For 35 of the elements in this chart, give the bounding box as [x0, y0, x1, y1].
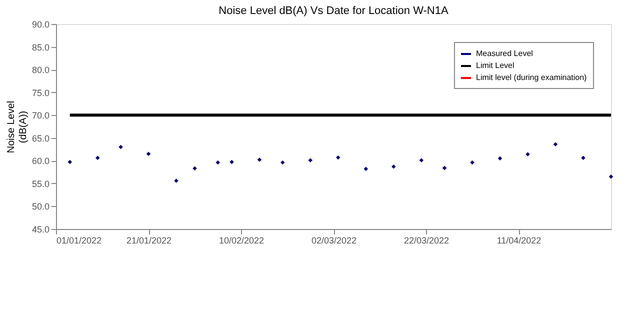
- legend-label: Limit Level: [476, 61, 514, 70]
- point: [608, 174, 614, 179]
- y-tick-label: 55.0: [32, 178, 50, 189]
- point: [216, 160, 220, 165]
- y-tick-label: 50.0: [32, 202, 50, 212]
- point: [308, 158, 312, 162]
- y-tick-label: 70.0: [32, 110, 50, 121]
- legend-label: Measured Level: [476, 49, 534, 58]
- y-axis-title: Noise Level (dB(A)): [6, 100, 29, 154]
- point: [174, 178, 178, 183]
- x-tick-label: 02/03/2022: [311, 236, 357, 246]
- y-tick-label: 60.0: [32, 156, 50, 166]
- x-tick-label: 21/01/2022: [126, 236, 172, 246]
- point: [526, 152, 530, 156]
- point: [419, 158, 424, 162]
- y-tick-label: 85.0: [32, 42, 50, 52]
- x-tick-label: 11/04/2022: [496, 236, 542, 246]
- point: [68, 160, 72, 164]
- legend-label: Limit level (during examination): [476, 73, 588, 82]
- y-tick-label: 75.0: [32, 88, 50, 98]
- x-tick-label: 01/01/2022: [56, 236, 102, 246]
- y-tick-label: 80.0: [32, 65, 50, 76]
- point: [364, 166, 368, 171]
- x-tick-label: 10/02/2022: [218, 236, 264, 246]
- point: [498, 156, 502, 161]
- point: [442, 166, 447, 170]
- y-tick-label: 45.0: [32, 224, 50, 234]
- point: [96, 156, 100, 160]
- point: [280, 160, 285, 165]
- point: [392, 164, 396, 169]
- point: [336, 155, 340, 160]
- x-tick-label: 22/03/2022: [404, 236, 450, 246]
- y-tick-label: 65.0: [32, 133, 50, 144]
- y-tick-label: 90.0: [32, 20, 50, 30]
- chart-title: Noise Level dB(A) Vs Date for Location W-N1A: [218, 5, 449, 17]
